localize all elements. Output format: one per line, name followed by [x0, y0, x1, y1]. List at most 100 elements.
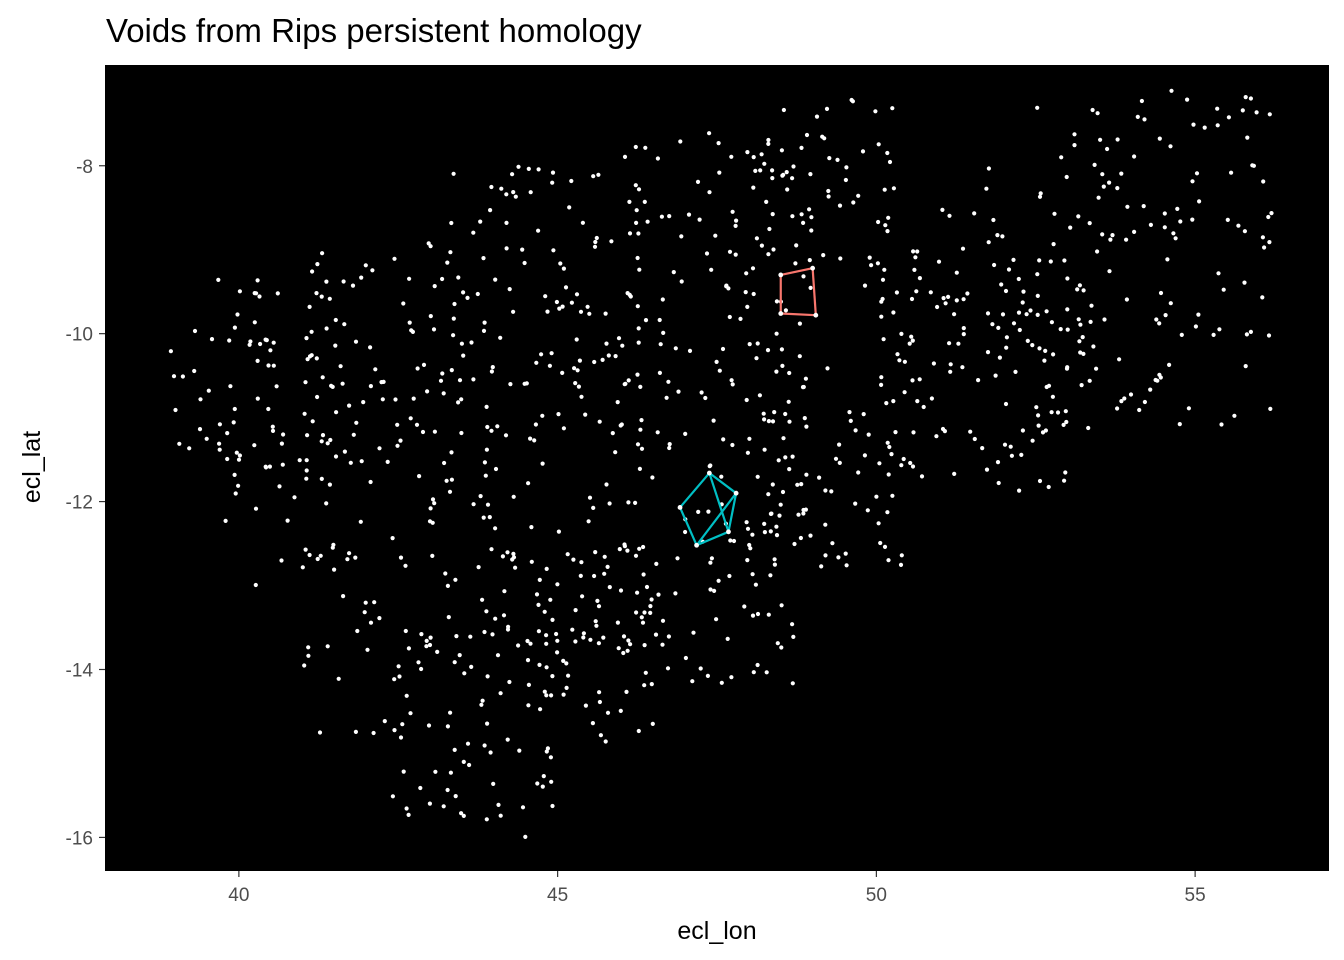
scatter-point — [929, 396, 935, 401]
scatter-point — [1162, 211, 1167, 216]
scatter-point — [911, 249, 916, 254]
scatter-point — [395, 443, 400, 448]
scatter-point — [862, 453, 868, 458]
scatter-point — [762, 417, 767, 422]
scatter-point — [743, 290, 748, 295]
scatter-point — [440, 371, 445, 376]
scatter-point — [649, 597, 654, 602]
scatter-point — [526, 682, 532, 688]
scatter-point — [753, 582, 759, 587]
scatter-point — [910, 464, 916, 469]
scatter-point — [657, 317, 662, 323]
scatter-point — [602, 554, 607, 559]
scatter-point — [1211, 332, 1216, 337]
scatter-point — [504, 246, 509, 251]
scatter-point — [729, 378, 734, 383]
scatter-point — [523, 834, 528, 840]
scatter-point — [954, 298, 959, 303]
scatter-point — [745, 304, 750, 309]
scatter-point — [247, 342, 252, 347]
scatter-point — [803, 376, 809, 381]
scatter-point — [757, 393, 763, 398]
scatter-point — [255, 396, 260, 401]
scatter-point — [1229, 170, 1234, 175]
scatter-point — [856, 470, 861, 475]
scatter-point — [659, 214, 665, 219]
scatter-point — [830, 541, 835, 546]
scatter-point — [449, 220, 454, 226]
scatter-point — [683, 529, 688, 535]
scatter-point — [711, 418, 716, 423]
scatter-point — [255, 358, 260, 363]
scatter-point — [1266, 333, 1272, 338]
scatter-point — [330, 545, 335, 550]
scatter-point — [654, 561, 659, 567]
scatter-point — [762, 530, 768, 535]
scatter-point — [1065, 327, 1070, 332]
scatter-point — [665, 666, 671, 671]
scatter-point — [781, 436, 786, 441]
scatter-point — [897, 358, 902, 363]
scatter-point — [931, 361, 937, 366]
scatter-point — [1091, 344, 1096, 349]
scatter-point — [679, 234, 684, 239]
scatter-point — [1002, 442, 1008, 447]
scatter-point — [620, 343, 625, 348]
scatter-point — [772, 410, 777, 415]
scatter-point — [768, 573, 773, 578]
scatter-point — [1004, 345, 1009, 350]
scatter-point — [642, 643, 647, 648]
scatter-point — [404, 693, 409, 698]
scatter-point — [1157, 136, 1162, 141]
scatter-point — [961, 297, 966, 302]
scatter-point — [804, 132, 810, 138]
scatter-point — [302, 411, 307, 416]
scatter-point — [459, 397, 464, 402]
scatter-point — [1086, 425, 1091, 431]
scatter-point — [1190, 217, 1195, 222]
scatter-point — [426, 723, 432, 728]
scatter-point — [984, 467, 990, 472]
scatter-point — [476, 565, 481, 570]
scatter-point — [396, 664, 401, 669]
scatter-point — [561, 426, 567, 431]
scatter-point — [956, 341, 961, 346]
scatter-point — [687, 348, 693, 353]
y-tick-label: -8 — [76, 157, 93, 178]
scatter-point — [961, 332, 966, 337]
scatter-point — [324, 326, 329, 331]
scatter-point — [587, 311, 592, 316]
scatter-point — [504, 192, 509, 197]
scatter-point — [593, 619, 598, 624]
scatter-point — [609, 239, 614, 244]
x-tick-label: 45 — [547, 885, 568, 906]
scatter-point — [829, 489, 834, 494]
scatter-point — [836, 555, 841, 560]
scatter-point — [310, 269, 315, 274]
scatter-point — [558, 261, 563, 266]
scatter-point — [621, 634, 627, 639]
scatter-point — [1115, 137, 1120, 142]
scatter-point — [548, 755, 554, 760]
scatter-point — [948, 362, 953, 367]
scatter-point — [1267, 240, 1272, 245]
scatter-point — [1098, 137, 1103, 142]
scatter-point — [560, 304, 565, 309]
scatter-point — [759, 243, 765, 248]
scatter-point — [875, 261, 881, 266]
scatter-point — [1037, 258, 1042, 263]
scatter-point — [1011, 321, 1017, 326]
scatter-point — [522, 260, 527, 266]
scatter-point — [745, 558, 750, 563]
scatter-point — [353, 339, 359, 344]
scatter-point — [636, 187, 642, 192]
void-vertex — [726, 529, 731, 535]
scatter-point — [911, 430, 916, 435]
scatter-point — [498, 691, 503, 696]
scatter-point — [442, 460, 447, 466]
scatter-point — [1062, 478, 1067, 483]
scatter-point — [1035, 105, 1040, 110]
scatter-point — [992, 262, 997, 268]
scatter-point — [880, 296, 885, 302]
scatter-point — [636, 728, 641, 734]
